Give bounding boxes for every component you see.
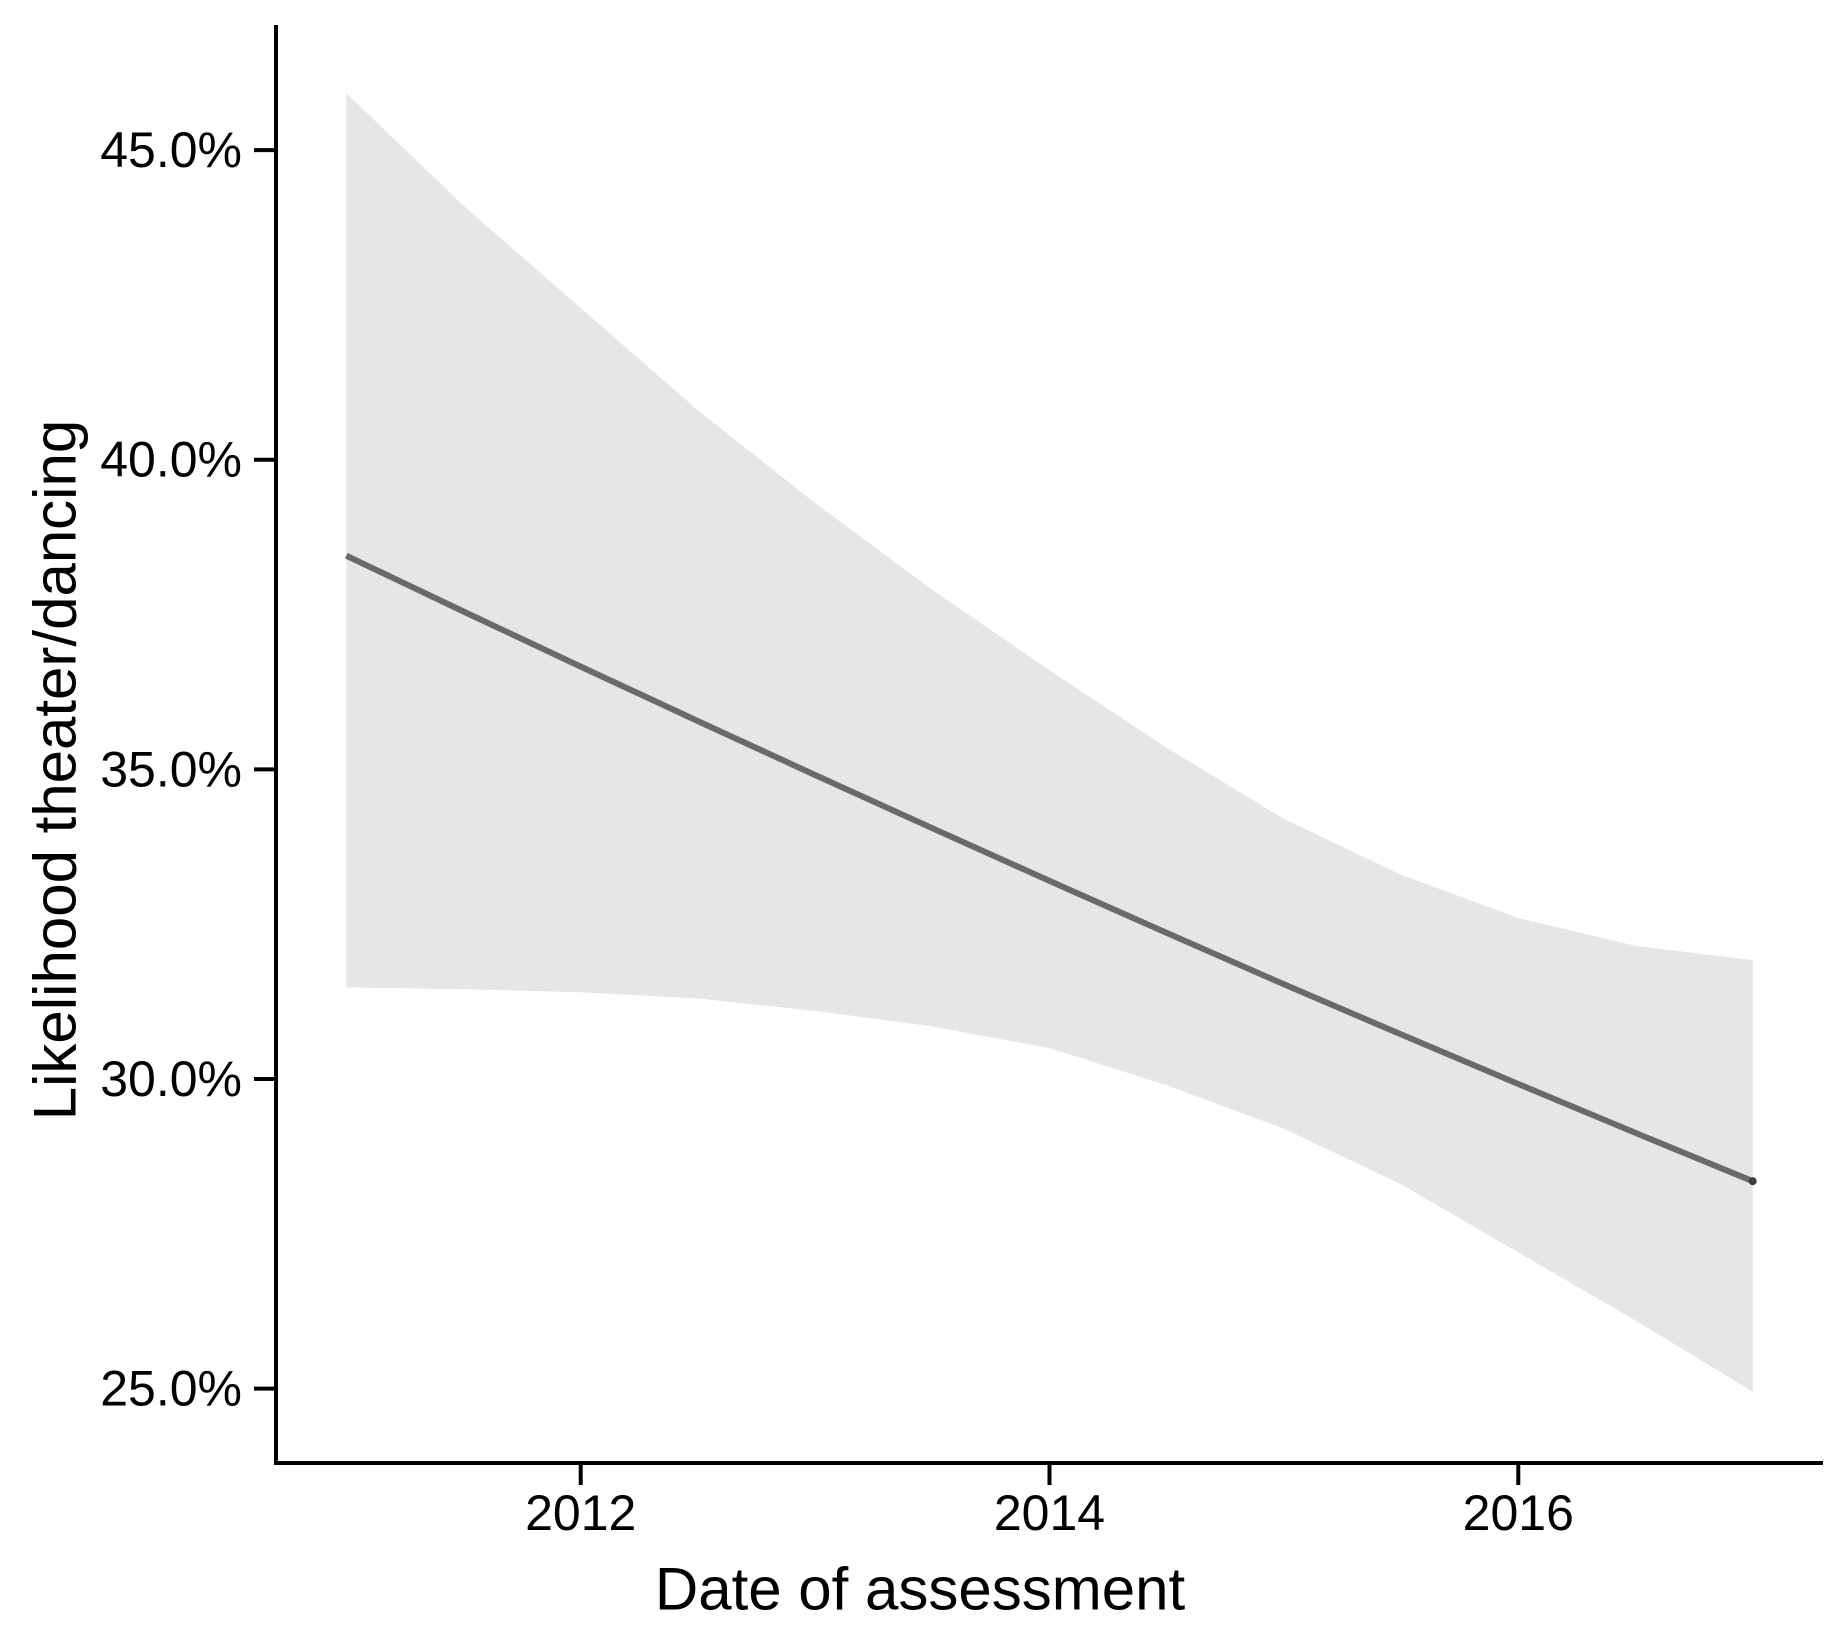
y-tick-label: 30.0% (100, 1051, 242, 1107)
y-tick-label: 25.0% (100, 1361, 242, 1417)
x-tick-label: 2012 (525, 1485, 636, 1541)
confidence-ribbon (346, 93, 1753, 1392)
y-axis-title: Likelihood theater/dancing (21, 419, 89, 1121)
y-tick-label: 45.0% (100, 122, 242, 178)
y-tick-label: 35.0% (100, 741, 242, 797)
trend-line (345, 552, 1754, 1184)
x-tick-label: 2016 (1463, 1485, 1574, 1541)
x-tick-label: 2014 (994, 1485, 1105, 1541)
x-axis-title: Date of assessment (654, 1555, 1186, 1623)
line-end-dot (1748, 1177, 1757, 1186)
y-tick-label: 40.0% (100, 432, 242, 488)
